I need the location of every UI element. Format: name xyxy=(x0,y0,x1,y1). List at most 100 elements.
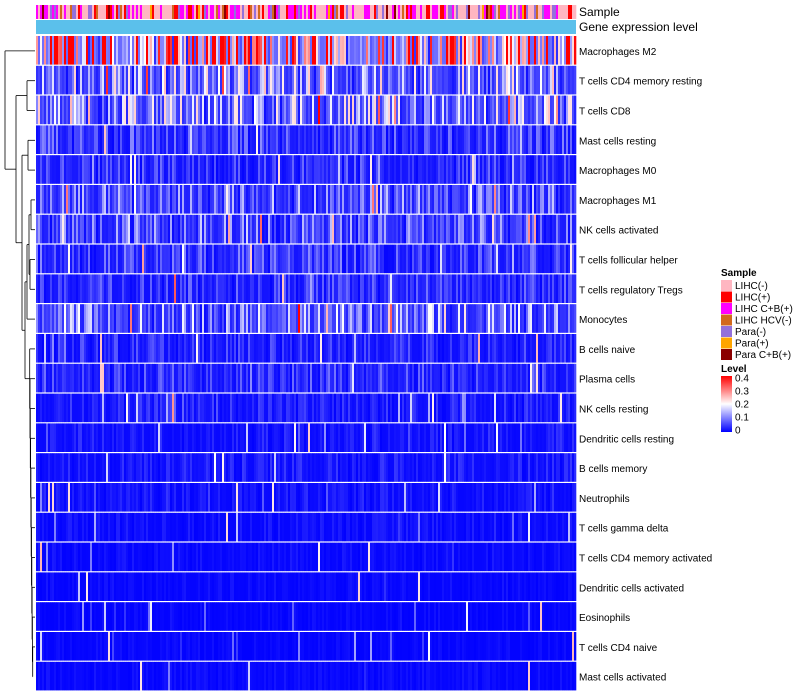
heatmap-cell xyxy=(172,453,175,482)
heatmap-cell xyxy=(292,453,295,482)
heatmap-cell xyxy=(204,363,207,393)
heatmap-cell xyxy=(74,483,77,512)
heatmap-cell xyxy=(198,214,201,244)
heatmap-cell xyxy=(358,95,361,125)
heatmap-cell xyxy=(228,214,231,244)
heatmap-cell xyxy=(340,155,343,184)
heatmap-cell xyxy=(226,185,229,214)
heatmap-cell xyxy=(66,95,69,125)
heatmap-cell xyxy=(442,95,445,125)
heatmap-cell xyxy=(370,244,373,274)
heatmap-cell xyxy=(70,125,73,154)
heatmap-cell xyxy=(116,483,119,512)
heatmap-cell xyxy=(250,155,253,184)
heatmap-cell xyxy=(108,214,111,244)
heatmap-cell xyxy=(244,125,247,154)
heatmap-cell xyxy=(278,393,281,423)
heatmap-cell xyxy=(184,95,187,125)
heatmap-cell xyxy=(230,155,233,184)
heatmap-cell xyxy=(140,214,143,244)
heatmap-cell xyxy=(86,423,89,452)
heatmap-cell xyxy=(366,274,369,303)
heatmap-cell xyxy=(412,363,415,393)
heatmap-cell xyxy=(494,334,497,363)
heatmap-cell xyxy=(314,185,317,214)
heatmap-cell xyxy=(476,155,479,184)
heatmap-cell xyxy=(44,95,47,125)
heatmap-cell xyxy=(164,483,167,512)
heatmap-cell xyxy=(42,125,45,154)
heatmap-cell xyxy=(178,65,181,95)
sample-cell xyxy=(542,5,545,19)
sample-cell xyxy=(568,5,571,19)
heatmap-cell xyxy=(212,304,215,333)
heatmap-cell xyxy=(42,334,45,363)
heatmap-cell xyxy=(486,423,489,452)
sample-cell xyxy=(208,5,211,19)
heatmap-cell xyxy=(42,95,45,125)
heatmap-cell xyxy=(184,453,187,482)
sample-cell xyxy=(450,5,453,19)
heatmap-cell xyxy=(106,125,109,154)
heatmap-cell xyxy=(538,512,541,542)
heatmap-cell xyxy=(94,155,97,184)
heatmap-cell xyxy=(334,304,337,333)
heatmap-cell xyxy=(288,244,291,274)
heatmap-cell xyxy=(140,274,143,303)
heatmap-cell xyxy=(114,125,117,154)
heatmap-cell xyxy=(436,512,439,542)
heatmap-cell xyxy=(228,274,231,303)
heatmap-cell xyxy=(494,185,497,214)
heatmap-cell xyxy=(174,36,177,65)
heatmap-cell xyxy=(50,36,53,65)
heatmap-cell xyxy=(324,125,327,154)
heatmap-cell xyxy=(468,155,471,184)
heatmap-cell xyxy=(374,512,377,542)
heatmap-cell xyxy=(102,363,105,393)
heatmap-cell xyxy=(472,125,475,154)
heatmap-cell xyxy=(38,155,41,184)
heatmap-cell xyxy=(146,363,149,393)
sample-cell xyxy=(534,5,537,19)
heatmap-cell xyxy=(526,65,529,95)
heatmap-cell xyxy=(142,155,145,184)
heatmap-cell xyxy=(342,125,345,154)
heatmap-cell xyxy=(112,423,115,452)
heatmap-cell xyxy=(134,542,137,572)
sample-cell xyxy=(410,5,413,19)
heatmap-cell xyxy=(410,483,413,512)
heatmap-cell xyxy=(372,244,375,274)
heatmap-cell xyxy=(452,363,455,393)
heatmap-cell xyxy=(544,65,547,95)
heatmap-cell xyxy=(366,214,369,244)
heatmap-cell xyxy=(212,363,215,393)
sample-cell xyxy=(416,5,419,19)
heatmap-cell xyxy=(194,483,197,512)
heatmap-cell xyxy=(302,512,305,542)
heatmap-cell xyxy=(366,36,369,65)
heatmap-cell xyxy=(108,65,111,95)
heatmap-cell xyxy=(556,453,559,482)
heatmap-cell xyxy=(536,36,539,65)
heatmap-cell xyxy=(168,155,171,184)
heatmap-cell xyxy=(88,125,91,154)
heatmap-cell xyxy=(308,453,311,482)
heatmap-cell xyxy=(358,393,361,423)
heatmap-cell xyxy=(246,363,249,393)
heatmap-cell xyxy=(450,304,453,333)
heatmap-cell xyxy=(180,36,183,65)
sample-cell xyxy=(266,5,269,19)
heatmap-cell xyxy=(572,125,575,154)
heatmap-cell xyxy=(190,244,193,274)
heatmap-cell xyxy=(516,423,519,452)
heatmap-cell xyxy=(550,483,553,512)
heatmap-cell xyxy=(434,214,437,244)
heatmap-cell xyxy=(480,185,483,214)
heatmap-cell xyxy=(72,244,75,274)
heatmap-cell xyxy=(100,185,103,214)
heatmap-cell xyxy=(142,274,145,303)
heatmap-cell xyxy=(570,125,573,154)
heatmap-cell xyxy=(454,36,457,65)
heatmap-cell xyxy=(338,155,341,184)
heatmap-cell xyxy=(158,274,161,303)
